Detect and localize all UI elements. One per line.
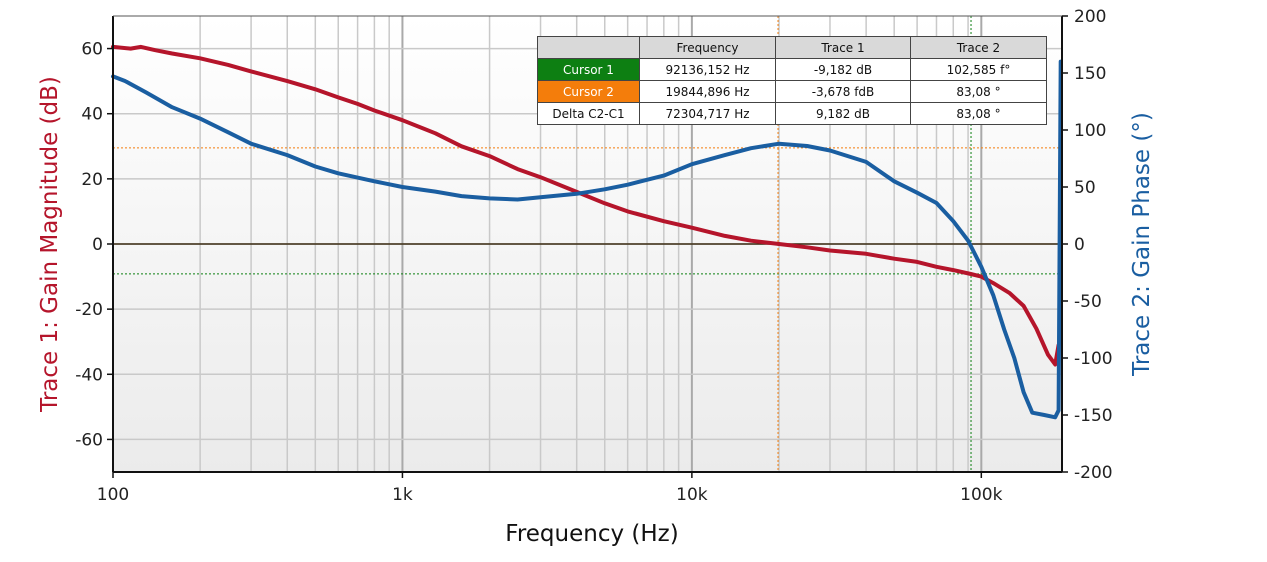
- left-axis-title: Trace 1: Gain Magnitude (dB): [37, 76, 63, 413]
- x-tick-label: 1k: [392, 485, 413, 505]
- cursor2-label[interactable]: Cursor 2: [537, 80, 640, 103]
- right-axis-title: Trace 2: Gain Phase (°): [1129, 112, 1155, 377]
- left-tick-label: 20: [81, 170, 103, 190]
- x-tick-label: 100: [97, 485, 129, 505]
- x-tick-label: 100k: [960, 485, 1002, 505]
- x-tick-label: 10k: [676, 485, 708, 505]
- cursor2-trace2: 83,08 °: [910, 80, 1047, 103]
- cursor-readout-table: Frequency Trace 1 Trace 2 Cursor 1 92136…: [537, 36, 1047, 125]
- cursor2-frequency: 19844,896 Hz: [639, 80, 776, 103]
- delta-frequency: 72304,717 Hz: [639, 102, 776, 125]
- cursor1-trace2: 102,585 f°: [910, 58, 1047, 81]
- right-tick-label: 150: [1074, 64, 1106, 84]
- right-tick-label: -200: [1074, 463, 1113, 483]
- left-tick-label: 60: [81, 40, 103, 60]
- cursor1-label[interactable]: Cursor 1: [537, 58, 640, 81]
- right-tick-label: -100: [1074, 349, 1113, 369]
- right-tick-label: -50: [1074, 292, 1102, 312]
- left-tick-label: 0: [92, 235, 103, 255]
- delta-label: Delta C2-C1: [537, 102, 640, 125]
- left-tick-label: -20: [75, 300, 103, 320]
- table-header-cell: [537, 36, 640, 59]
- delta-trace1: 9,182 dB: [775, 102, 911, 125]
- cursor1-trace1: -9,182 dB: [775, 58, 911, 81]
- cursor2-trace1: -3,678 fdB: [775, 80, 911, 103]
- table-row-delta: Delta C2-C1 72304,717 Hz 9,182 dB 83,08 …: [537, 102, 1047, 125]
- left-tick-label: 40: [81, 105, 103, 125]
- table-row-cursor2: Cursor 2 19844,896 Hz -3,678 fdB 83,08 °: [537, 80, 1047, 103]
- delta-trace2: 83,08 °: [910, 102, 1047, 125]
- trace1-magnitude-line: [111, 44, 1061, 367]
- x-axis-title: Frequency (Hz): [505, 521, 678, 547]
- right-tick-label: -150: [1074, 406, 1113, 426]
- trace2-phase-line: [111, 59, 1063, 420]
- table-header-row: Frequency Trace 1 Trace 2: [537, 36, 1047, 59]
- right-tick-label: 0: [1074, 235, 1085, 255]
- left-tick-label: -60: [75, 430, 103, 450]
- right-tick-label: 200: [1074, 7, 1106, 27]
- table-header-cell: Trace 2: [910, 36, 1047, 59]
- table-row-cursor1: Cursor 1 92136,152 Hz -9,182 dB 102,585 …: [537, 58, 1047, 81]
- table-header-cell: Frequency: [639, 36, 776, 59]
- left-tick-label: -40: [75, 365, 103, 385]
- right-tick-label: 50: [1074, 178, 1096, 198]
- cursor1-frequency: 92136,152 Hz: [639, 58, 776, 81]
- right-tick-label: 100: [1074, 121, 1106, 141]
- table-header-cell: Trace 1: [775, 36, 911, 59]
